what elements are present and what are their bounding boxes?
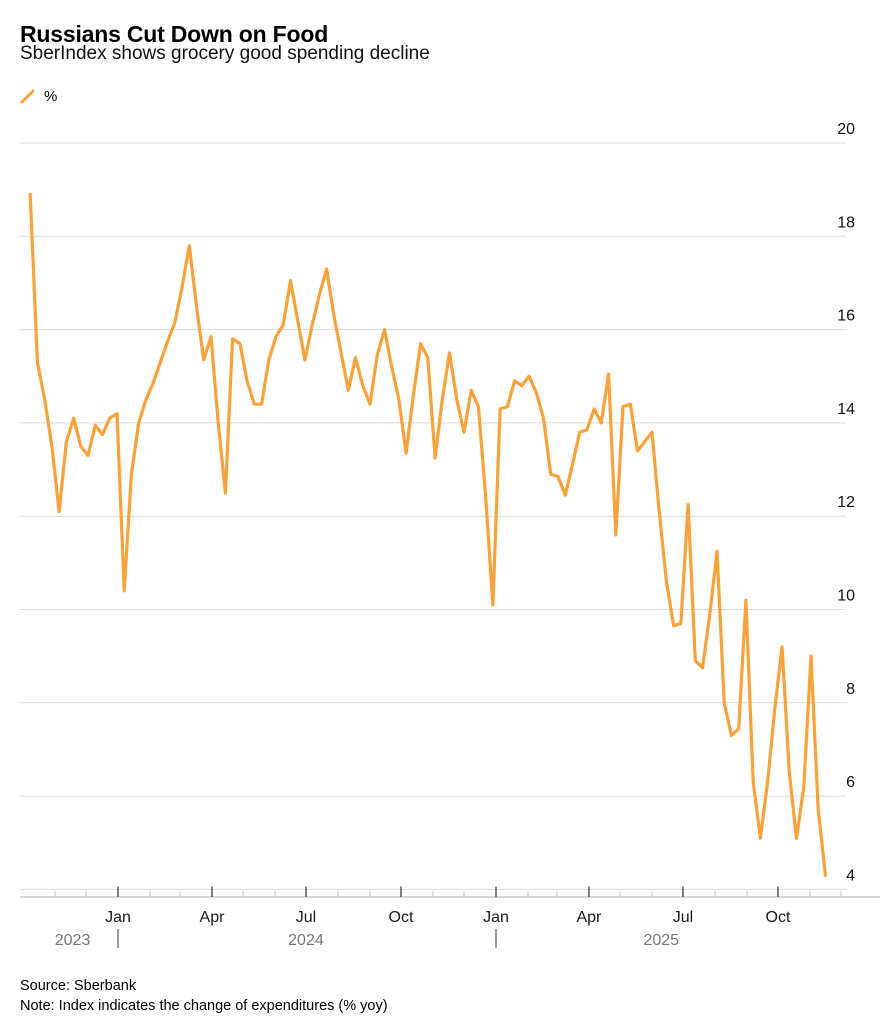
y-axis-label: 6 (846, 774, 855, 791)
footer-notes: Source: Sberbank Note: Index indicates t… (20, 976, 388, 1016)
y-axis-label: 14 (837, 401, 855, 418)
chart-subtitle: SberIndex shows grocery good spending de… (20, 43, 430, 64)
x-axis-year-label: 2025 (643, 932, 679, 949)
x-axis-month-label: Oct (766, 909, 791, 926)
y-axis-label: 20 (837, 121, 855, 138)
y-axis-label: 16 (837, 308, 855, 325)
y-axis-label: 18 (837, 214, 855, 231)
x-axis-year-label: 2023 (55, 932, 91, 949)
chart-title: Russians Cut Down on Food (20, 21, 329, 48)
x-axis-month-label: Jul (673, 909, 693, 926)
x-axis-year-label: 2024 (288, 932, 324, 949)
x-axis-month-label: Apr (200, 909, 226, 926)
line-series-icon (20, 89, 35, 104)
x-axis-month-label: Jan (105, 909, 131, 926)
source-note: Source: Sberbank (20, 978, 137, 994)
x-axis-month-label: Oct (389, 909, 414, 926)
legend-label: % (44, 88, 58, 105)
y-axis-label: 10 (837, 588, 855, 605)
x-axis-month-label: Apr (576, 909, 602, 926)
methodology-note: Note: Index indicates the change of expe… (20, 998, 388, 1014)
legend: % (20, 88, 57, 105)
y-axis-label: 12 (837, 494, 855, 511)
data-line-series (28, 192, 828, 878)
x-axis-month-label: Jan (483, 909, 509, 926)
x-axis-month-label: Jul (296, 909, 316, 926)
y-axis-label: 4 (846, 867, 855, 884)
y-axis-label: 8 (846, 681, 855, 698)
